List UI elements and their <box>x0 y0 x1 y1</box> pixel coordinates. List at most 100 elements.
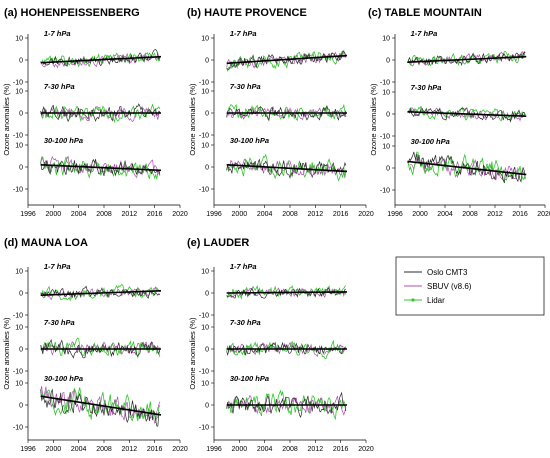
y-tick-label: 0 <box>205 164 209 171</box>
series-oslo <box>40 338 161 359</box>
y-tick-label: -10 <box>380 133 390 140</box>
series-oslo <box>40 285 161 299</box>
pressure-layer-label: 30-100 hPa <box>44 136 83 145</box>
pressure-layer-label: 30-100 hPa <box>44 374 83 383</box>
panel-1: (b) HAUTE PROVENCE Ozone anomalies (%) 199… <box>187 7 374 218</box>
pressure-layer-label: 7-30 hPa <box>44 318 75 327</box>
x-tick-label: 2008 <box>96 211 112 218</box>
legend-label-lidar: Lidar <box>427 296 445 305</box>
x-tick-label: 2016 <box>147 211 163 218</box>
legend-marker-lidar <box>411 298 415 302</box>
y-axis-label: Ozone anomalies (%) <box>2 317 11 390</box>
legend-label-sbuv: SBUV (v8.6) <box>427 282 472 291</box>
trend-line <box>407 55 527 63</box>
panel-title: (c) TABLE MOUNTAIN <box>368 7 482 19</box>
sublayer-1: 10 0 -10 7-30 hPa <box>199 82 347 139</box>
series-lidar <box>40 337 161 359</box>
x-tick-label: 2016 <box>512 211 528 218</box>
y-tick-label: 10 <box>15 142 23 149</box>
y-tick-label: -10 <box>13 312 23 319</box>
series-lidar <box>226 49 347 72</box>
pressure-layer-label: 1-7 hPa <box>44 29 71 38</box>
pressure-layer-label: 1-7 hPa <box>230 29 257 38</box>
series-lidar <box>40 387 161 423</box>
x-tick-label: 2000 <box>232 446 248 453</box>
y-axis-label: Ozone anomalies (%) <box>369 83 378 156</box>
x-tick-label: 2012 <box>122 211 138 218</box>
y-axis-label: Ozone anomalies (%) <box>188 317 197 390</box>
y-tick-label: 0 <box>19 290 23 297</box>
sublayer-0: 10 0 -10 1-7 hPa <box>199 29 348 86</box>
trend-line <box>40 290 162 296</box>
x-tick-label: 2016 <box>147 446 163 453</box>
y-tick-label: 10 <box>201 35 209 42</box>
series-lidar <box>407 151 526 181</box>
pressure-layer-label: 7-30 hPa <box>411 83 442 92</box>
x-tick-label: 2008 <box>96 446 112 453</box>
y-tick-label: 0 <box>386 165 390 172</box>
pressure-layer-label: 30-100 hPa <box>230 136 269 145</box>
series-lidar <box>40 283 161 302</box>
y-tick-label: 10 <box>201 142 209 149</box>
pressure-layer-label: 7-30 hPa <box>230 318 261 327</box>
legend: Oslo CMT3 SBUV (v8.6) Lidar <box>395 256 545 316</box>
y-tick-label: 0 <box>205 110 209 117</box>
y-tick-label: 0 <box>19 110 23 117</box>
y-tick-label: 10 <box>15 324 23 331</box>
y-tick-label: -10 <box>13 368 23 375</box>
x-tick-label: 1996 <box>206 446 222 453</box>
panel-2: (c) TABLE MOUNTAIN Ozone anomalies (%) 199… <box>368 7 550 218</box>
x-tick-label: 2020 <box>358 446 374 453</box>
y-tick-label: -10 <box>199 368 209 375</box>
y-tick-label: 0 <box>205 290 209 297</box>
y-tick-label: -10 <box>199 79 209 86</box>
y-tick-label: 0 <box>205 402 209 409</box>
panel-title: (e) LAUDER <box>187 237 249 249</box>
panel-4: (e) LAUDER Ozone anomalies (%) 1996 2000 200… <box>187 237 374 453</box>
trend-line <box>226 164 348 173</box>
sublayer-1: 10 0 -10 7-30 hPa <box>380 83 527 140</box>
series-oslo <box>407 51 526 67</box>
y-tick-label: 0 <box>205 57 209 64</box>
sublayer-1: 10 0 -10 7-30 hPa <box>13 82 161 139</box>
y-axis-label: Ozone anomalies (%) <box>2 83 11 156</box>
y-tick-label: 10 <box>201 88 209 95</box>
y-tick-label: -10 <box>380 79 390 86</box>
y-tick-label: 10 <box>15 380 23 387</box>
sublayer-0: 10 0 -10 1-7 hPa <box>13 29 162 86</box>
sublayer-2: 10 0 -10 30-100 hPa <box>199 136 348 193</box>
series-oslo <box>407 151 526 184</box>
y-tick-label: -10 <box>199 186 209 193</box>
legend-label-oslo: Oslo CMT3 <box>427 268 468 277</box>
y-tick-label: 10 <box>201 380 209 387</box>
y-tick-label: 10 <box>15 88 23 95</box>
series-oslo <box>40 49 161 67</box>
x-tick-label: 1996 <box>20 211 36 218</box>
trend-line <box>226 291 348 294</box>
series-oslo <box>226 341 347 357</box>
y-tick-label: 10 <box>201 268 209 275</box>
trend-line <box>407 111 527 117</box>
y-tick-label: 10 <box>382 89 390 96</box>
y-tick-label: -10 <box>13 186 23 193</box>
panel-title: (b) HAUTE PROVENCE <box>187 7 307 19</box>
series-oslo <box>40 388 161 427</box>
x-tick-label: 2012 <box>308 211 324 218</box>
y-tick-label: 0 <box>19 402 23 409</box>
y-tick-label: -10 <box>13 132 23 139</box>
x-tick-label: 2020 <box>358 211 374 218</box>
x-tick-label: 2012 <box>122 446 138 453</box>
x-tick-label: 2000 <box>46 446 62 453</box>
y-tick-label: -10 <box>13 79 23 86</box>
series-lidar <box>40 52 161 68</box>
trend-line <box>40 395 162 416</box>
x-tick-label: 2004 <box>257 211 273 218</box>
y-tick-label: 0 <box>19 164 23 171</box>
trend-line <box>40 55 162 64</box>
x-tick-label: 2020 <box>537 211 550 218</box>
x-tick-label: 2016 <box>333 211 349 218</box>
y-tick-label: -10 <box>199 132 209 139</box>
y-axis-label: Ozone anomalies (%) <box>188 83 197 156</box>
trend-line <box>40 164 162 172</box>
x-tick-label: 2008 <box>282 446 298 453</box>
